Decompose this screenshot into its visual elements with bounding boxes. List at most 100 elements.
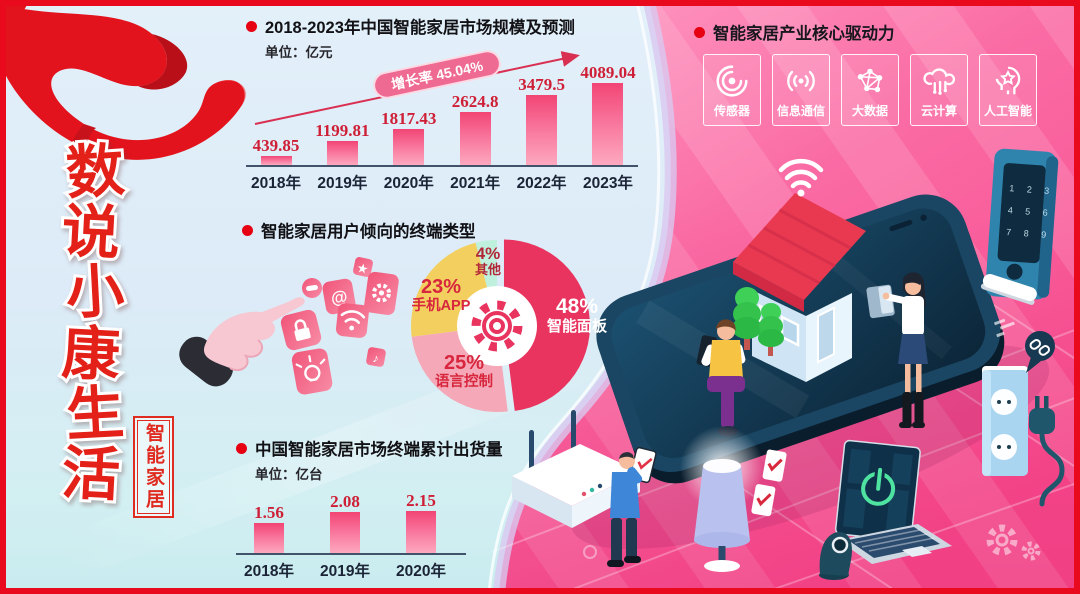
bar-category-label: 2021年 — [450, 175, 501, 192]
section-bullet — [236, 442, 247, 454]
pie-slice-0 — [503, 239, 590, 411]
title-char-3: 小 — [64, 256, 125, 327]
bar-value-label: 3479.5 — [518, 75, 565, 95]
svg-text:@: @ — [329, 287, 349, 309]
drivers-title: 智能家居产业核心驱动力 — [713, 25, 895, 43]
shipments-chart-header: 中国智能家居市场终端累计出货量 — [236, 436, 503, 460]
bar — [406, 511, 436, 553]
smart-home-badge: 智能家居 — [133, 416, 174, 518]
remote-control — [179, 336, 233, 387]
section-bullet — [694, 26, 705, 38]
wifi-app-icon — [335, 303, 369, 338]
driver-card-sensor: 传感器 — [703, 54, 761, 126]
bar-value-label: 1199.81 — [315, 120, 370, 140]
bar — [260, 156, 292, 165]
bar — [459, 112, 491, 165]
bar-category-label: 2018年 — [251, 175, 301, 192]
bar-value-label: 4089.04 — [580, 63, 636, 82]
bar-value-label: 439.85 — [252, 136, 300, 156]
market-size-chart: 2018-2023年中国智能家居市场规模及预测 单位：亿元 增长率 45.04%… — [246, 14, 638, 196]
gear-app-icon — [364, 271, 399, 315]
svg-text:♪: ♪ — [372, 351, 380, 366]
bar-category-label: 2023年 — [582, 175, 633, 192]
bar-category-label: 2022年 — [516, 175, 567, 192]
bar-category-label: 2018年 — [244, 563, 294, 580]
bar-column: 439.85 — [250, 137, 302, 165]
drivers-row: 传感器 信息通信 大数据 — [703, 54, 1064, 126]
bar-column: 3479.5 — [516, 76, 568, 165]
bar — [393, 128, 425, 165]
bulb-icon — [291, 348, 333, 395]
section-bullet — [246, 20, 257, 32]
big-data-icon — [857, 68, 883, 93]
communication-icon — [787, 70, 815, 92]
shipments-categories-row: 2018年 2019年 2020年 — [236, 559, 454, 581]
svg-text:★: ★ — [355, 260, 370, 277]
title-char-4: 康 — [60, 319, 121, 390]
floor-ring — [583, 545, 597, 559]
shipments-x-axis — [236, 553, 466, 555]
shipments-bars-row: 1.56 2.08 2.15 — [236, 489, 454, 553]
bar-value-label: 2624.8 — [451, 92, 499, 112]
driver-card-communication: 信息通信 — [772, 54, 830, 126]
bar-value-label: 1817.43 — [381, 108, 437, 128]
bar — [330, 512, 360, 553]
shipments-chart: 中国智能家居市场终端累计出货量 单位：亿台 1.56 2.08 2.15 2018年… — [236, 436, 503, 580]
driver-card-cloud: 云计算 — [910, 54, 968, 126]
bar — [326, 140, 358, 165]
title-char-2: 说 — [60, 197, 121, 268]
bar-category-label: 2020年 — [396, 563, 446, 580]
market-categories-row: 2018年 2019年 2020年 2021年 2022年 2023年 — [246, 171, 638, 193]
terminal-type-pie-chart — [411, 239, 590, 412]
bar — [592, 83, 624, 165]
pointing-hand-and-app-tiles: ★ @ ♪ — [179, 257, 399, 395]
cloud-computing-icon — [923, 68, 956, 95]
bar-value-label: 2.08 — [330, 492, 360, 512]
section-bullet — [242, 224, 253, 236]
driver-card-big-data: 大数据 — [841, 54, 899, 126]
bar-category-label: 2019年 — [317, 175, 368, 192]
lock-app-icon — [280, 309, 322, 351]
badge-text: 智能家居 — [143, 423, 164, 511]
driver-label: 人工智能 — [983, 104, 1032, 118]
driver-label: 传感器 — [713, 104, 750, 118]
bar-column: 1817.43 — [381, 108, 437, 165]
driver-card-ai: 人工智能 — [979, 54, 1037, 126]
bar-column: 2.15 — [392, 492, 450, 553]
market-chart-header: 2018-2023年中国智能家居市场规模及预测 — [246, 14, 638, 38]
gear-icon — [471, 300, 523, 352]
bar-column: 2624.8 — [449, 93, 501, 165]
drivers-header: 智能家居产业核心驱动力 — [694, 20, 1064, 44]
bar — [526, 95, 558, 165]
title-char-5: 生 — [64, 378, 125, 449]
pie-chart-header: 智能家居用户倾向的终端类型 — [242, 218, 476, 242]
pointing-hand — [179, 297, 305, 387]
bar-column: 4089.04 — [580, 63, 636, 165]
shipments-chart-title: 中国智能家居市场终端累计出货量 — [255, 441, 503, 459]
music-icon: ♪ — [366, 347, 386, 367]
pie-chart-title: 智能家居用户倾向的终端类型 — [261, 223, 476, 241]
pie-slices — [411, 239, 590, 412]
bar-category-label: 2019年 — [320, 563, 370, 580]
shipments-chart-unit: 单位：亿台 — [255, 467, 323, 482]
title-char-6: 活 — [60, 439, 121, 510]
market-x-axis — [246, 165, 638, 167]
driver-label: 云计算 — [920, 104, 957, 118]
title-char-1: 数 — [64, 136, 127, 208]
bar-value-label: 1.56 — [254, 502, 284, 522]
sensor-icon — [716, 65, 748, 97]
bar-column: 1.56 — [240, 502, 298, 553]
driver-label: 大数据 — [851, 104, 888, 118]
poster-vertical-title: 数 说 小 康 生 活 — [57, 133, 129, 513]
star-icon: ★ — [353, 257, 373, 277]
market-chart-title: 2018-2023年中国智能家居市场规模及预测 — [265, 19, 575, 37]
driver-label: 信息通信 — [776, 104, 825, 118]
bar-category-label: 2020年 — [383, 175, 434, 192]
bar-column: 1199.81 — [315, 120, 370, 165]
core-drivers-panel: 智能家居产业核心驱动力 传感器 — [694, 20, 1064, 126]
blocked-icon — [302, 278, 322, 298]
bar-column: 2.08 — [316, 493, 374, 553]
ai-icon — [995, 66, 1021, 95]
bar — [254, 522, 284, 553]
